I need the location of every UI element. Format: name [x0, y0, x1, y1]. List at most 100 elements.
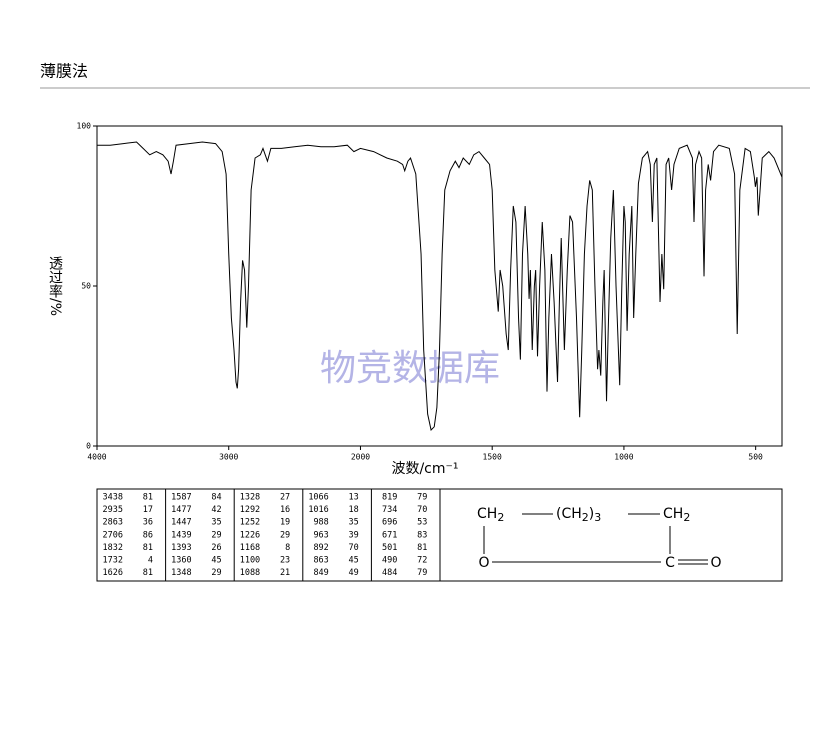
x-tick-label: 2000 [351, 453, 370, 462]
peak-transmittance: 29 [211, 568, 221, 578]
peak-transmittance: 29 [211, 530, 221, 540]
peak-transmittance: 84 [211, 493, 221, 503]
peak-transmittance: 23 [280, 556, 290, 566]
peak-wavenumber: 1360 [171, 556, 191, 566]
peak-wavenumber: 2706 [103, 530, 123, 540]
peak-wavenumber: 1016 [308, 505, 328, 515]
peak-wavenumber: 490 [382, 556, 397, 566]
peak-wavenumber: 988 [313, 518, 328, 528]
peak-transmittance: 42 [211, 505, 221, 515]
peak-transmittance: 53 [417, 518, 427, 528]
peak-transmittance: 45 [211, 556, 221, 566]
atom-label: O [478, 555, 489, 571]
peak-wavenumber: 819 [382, 493, 397, 503]
peak-wavenumber: 2935 [103, 505, 123, 515]
peak-wavenumber: 1587 [171, 493, 191, 503]
subscript: 2 [582, 511, 589, 524]
peak-wavenumber: 1439 [171, 530, 191, 540]
peak-wavenumber: 1100 [240, 556, 260, 566]
peak-wavenumber: 1168 [240, 543, 260, 553]
watermark: 物竞数据库 [320, 348, 500, 389]
peak-transmittance: 18 [349, 505, 359, 515]
peak-transmittance: 72 [417, 556, 427, 566]
peak-wavenumber: 1292 [240, 505, 260, 515]
x-tick-label: 1500 [483, 453, 502, 462]
peak-transmittance: 39 [349, 530, 359, 540]
y-axis-label: 透过率/% [47, 256, 63, 316]
peak-wavenumber: 1252 [240, 518, 260, 528]
peak-transmittance: 86 [143, 530, 153, 540]
peak-wavenumber: 892 [313, 543, 328, 553]
peak-wavenumber: 1393 [171, 543, 191, 553]
atom-label: (CH [556, 506, 582, 522]
peak-wavenumber: 696 [382, 518, 397, 528]
peak-wavenumber: 1477 [171, 505, 191, 515]
header-title: 薄膜法 [40, 62, 88, 81]
subscript: 2 [683, 511, 690, 524]
peak-wavenumber: 1066 [308, 493, 328, 503]
x-axis-label: 波数/cm⁻¹ [391, 461, 458, 477]
peak-wavenumber: 1447 [171, 518, 191, 528]
y-tick-label: 50 [81, 282, 91, 291]
peak-transmittance: 19 [280, 518, 290, 528]
structure: CH2 (CH2)3 CH2 O C O [477, 506, 722, 571]
peak-wavenumber: 501 [382, 543, 397, 553]
peak-wavenumber: 1732 [103, 556, 123, 566]
peak-transmittance: 13 [349, 493, 359, 503]
peak-transmittance: 27 [280, 493, 290, 503]
peak-transmittance: 21 [280, 568, 290, 578]
peak-wavenumber: 2863 [103, 518, 123, 528]
peak-wavenumber: 484 [382, 568, 397, 578]
y-tick-label: 0 [86, 442, 91, 451]
subscript: 3 [594, 511, 601, 524]
peak-transmittance: 81 [417, 543, 427, 553]
peak-transmittance: 35 [211, 518, 221, 528]
peak-transmittance: 81 [143, 568, 153, 578]
peak-wavenumber: 1832 [103, 543, 123, 553]
atom-label: CH2 [477, 506, 504, 524]
subscript: 2 [497, 511, 504, 524]
peak-wavenumber: 1328 [240, 493, 260, 503]
atom-label: C [665, 555, 675, 571]
x-tick-label: 3000 [219, 453, 238, 462]
x-tick-label: 1000 [614, 453, 633, 462]
plot-frame [96, 125, 783, 447]
peak-wavenumber: 1226 [240, 530, 260, 540]
atom-label: CH [663, 506, 683, 522]
atom-label: O [710, 555, 721, 571]
peak-wavenumber: 1348 [171, 568, 191, 578]
y-tick-label: 100 [77, 122, 92, 131]
peak-wavenumber: 1626 [103, 568, 123, 578]
peak-transmittance: 36 [143, 518, 153, 528]
peak-transmittance: 81 [143, 543, 153, 553]
atom-label: ) [589, 506, 594, 522]
x-tick-label: 4000 [87, 453, 106, 462]
x-tick-label: 500 [748, 453, 763, 462]
atom-label: CH [477, 506, 497, 522]
peak-transmittance: 79 [417, 493, 427, 503]
peak-transmittance: 8 [285, 543, 290, 553]
peak-transmittance: 70 [417, 505, 427, 515]
peak-transmittance: 29 [280, 530, 290, 540]
peak-transmittance: 49 [349, 568, 359, 578]
peak-wavenumber: 1088 [240, 568, 260, 578]
peak-wavenumber: 734 [382, 505, 397, 515]
spectrum-line [97, 141, 783, 432]
peak-transmittance: 70 [349, 543, 359, 553]
peak-transmittance: 83 [417, 530, 427, 540]
peak-transmittance: 35 [349, 518, 359, 528]
peak-transmittance: 16 [280, 505, 290, 515]
atom-label: CH2 [663, 506, 690, 524]
peak-wavenumber: 3438 [103, 493, 123, 503]
peak-transmittance: 4 [148, 556, 153, 566]
atom-label: (CH2)3 [556, 506, 601, 524]
peak-wavenumber: 963 [313, 530, 328, 540]
peak-transmittance: 79 [417, 568, 427, 578]
peak-wavenumber: 863 [313, 556, 328, 566]
peak-transmittance: 17 [143, 505, 153, 515]
peak-transmittance: 81 [143, 493, 153, 503]
peak-transmittance: 45 [349, 556, 359, 566]
peak-transmittance: 26 [211, 543, 221, 553]
